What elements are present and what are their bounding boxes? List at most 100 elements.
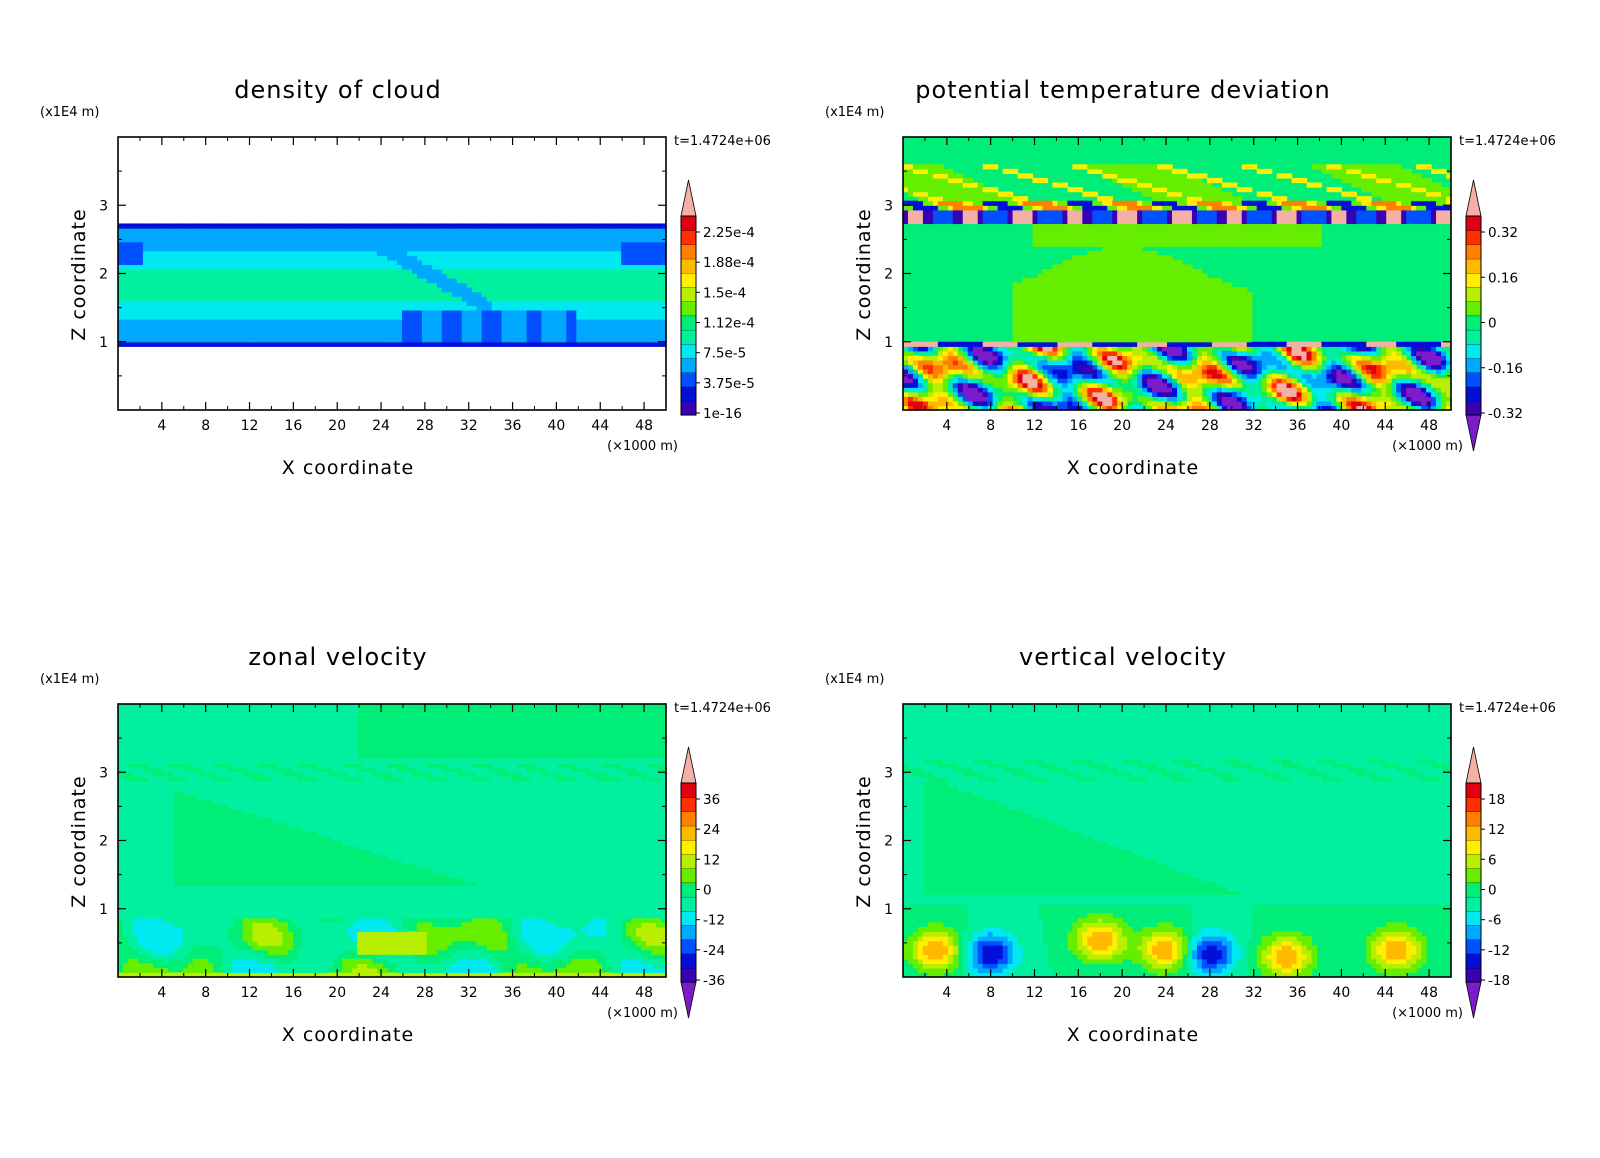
heatmap-cell: [937, 391, 944, 397]
heatmap-cell: [257, 305, 264, 311]
heatmap-cell: [1077, 205, 1083, 211]
heatmap-cell: [596, 264, 602, 270]
heatmap-cell: [616, 305, 622, 311]
heatmap-cell: [352, 255, 358, 261]
heatmap-cell: [942, 396, 949, 402]
heatmap-cell: [456, 223, 463, 229]
heatmap-cell: [232, 300, 239, 306]
heatmap-cell: [927, 187, 934, 193]
heatmap-cell: [471, 300, 478, 306]
heatmap-cell: [212, 300, 219, 306]
heatmap-cell: [212, 268, 219, 275]
heatmap-cell: [551, 278, 557, 284]
heatmap-cell: [222, 305, 229, 311]
heatmap-cell: [1052, 300, 1059, 306]
heatmap-cell: [327, 305, 333, 311]
heatmap-cell: [122, 314, 129, 320]
heatmap-cell: [581, 314, 587, 320]
heatmap-cell: [1112, 296, 1118, 302]
heatmap-cell: [496, 314, 503, 320]
heatmap-cell: [1012, 319, 1019, 325]
heatmap-cell: [1037, 337, 1044, 343]
heatmap-cell: [262, 314, 269, 320]
heatmap-cell: [932, 196, 939, 202]
heatmap-cell: [212, 319, 219, 325]
heatmap-cell: [1077, 332, 1083, 338]
heatmap-cell: [957, 387, 964, 393]
heatmap-cell: [952, 400, 959, 407]
heatmap-cell: [182, 246, 189, 252]
heatmap-cell: [937, 378, 944, 384]
heatmap-cell: [1087, 346, 1093, 352]
heatmap-cell: [1037, 218, 1044, 225]
heatmap-cell: [1157, 200, 1163, 206]
heatmap-cell: [656, 241, 662, 247]
heatmap-cell: [601, 337, 607, 343]
heatmap-cell: [922, 173, 929, 179]
heatmap-cell: [282, 282, 288, 288]
heatmap-cell: [322, 296, 328, 302]
heatmap-cell: [396, 223, 403, 229]
heatmap-cell: [1162, 291, 1168, 297]
heatmap-cell: [197, 323, 204, 329]
heatmap-cell: [451, 241, 458, 247]
heatmap-cell: [137, 273, 144, 279]
heatmap-cell: [932, 209, 939, 215]
heatmap-cell: [247, 314, 254, 320]
heatmap-cell: [1127, 314, 1133, 320]
heatmap-cell: [957, 173, 964, 179]
heatmap-cell: [922, 350, 929, 356]
heatmap-cell: [927, 205, 934, 211]
heatmap-cell: [207, 282, 214, 288]
heatmap-cell: [312, 332, 318, 338]
heatmap-cell: [1077, 337, 1083, 343]
heatmap-cell: [352, 341, 358, 347]
heatmap-cell: [1137, 187, 1143, 193]
heatmap-cell: [1157, 278, 1163, 284]
heatmap-cell: [661, 314, 667, 320]
heatmap-cell: [581, 246, 587, 252]
heatmap-cell: [227, 232, 234, 238]
heatmap-cell: [501, 341, 508, 347]
heatmap-cell: [992, 196, 999, 202]
heatmap-cell: [392, 291, 398, 297]
heatmap-cell: [387, 314, 393, 320]
heatmap-cell: [526, 337, 533, 343]
heatmap-cell: [212, 250, 219, 256]
heatmap-cell: [118, 300, 124, 306]
heatmap-cell: [496, 255, 503, 261]
heatmap-cell: [1137, 332, 1143, 338]
heatmap-cell: [1042, 400, 1049, 407]
heatmap-cell: [561, 264, 567, 270]
heatmap-cell: [1157, 341, 1163, 347]
heatmap-cell: [1152, 173, 1158, 179]
heatmap-cell: [501, 273, 508, 279]
heatmap-cell: [952, 173, 959, 179]
heatmap-cell: [1127, 182, 1133, 188]
heatmap-cell: [932, 400, 939, 407]
heatmap-cell: [406, 305, 413, 311]
heatmap-cell: [1142, 341, 1148, 347]
heatmap-cell: [396, 328, 403, 334]
heatmap-cell: [1082, 278, 1088, 284]
heatmap-cell: [287, 305, 293, 311]
heatmap-cells: [118, 223, 667, 347]
heatmap-cell: [506, 259, 513, 265]
heatmap-cell: [382, 323, 388, 329]
heatmap-cell: [142, 255, 149, 261]
heatmap-cell: [416, 300, 423, 306]
heatmap-cell: [1052, 323, 1059, 329]
heatmap-cell: [651, 296, 657, 302]
heatmap-cell: [651, 246, 657, 252]
heatmap-cell: [1072, 228, 1078, 234]
heatmap-cell: [157, 259, 164, 265]
heatmap-cell: [1092, 369, 1098, 375]
heatmap-cell: [416, 287, 423, 293]
heatmap-cell: [222, 287, 229, 293]
heatmap-cell: [182, 287, 189, 293]
heatmap-cell: [987, 359, 994, 366]
heatmap-cell: [132, 282, 139, 288]
heatmap-cell: [172, 296, 179, 302]
heatmap-cell: [912, 373, 919, 379]
heatmap-cell: [137, 228, 144, 234]
